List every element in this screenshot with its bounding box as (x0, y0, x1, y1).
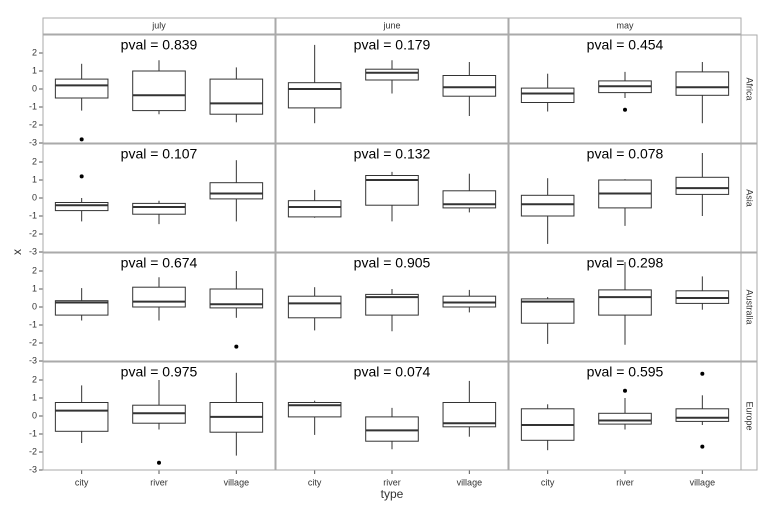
annotation: pval = 0.107 (121, 146, 198, 162)
y-tick-label: 1 (32, 65, 37, 75)
y-tick-label: -1 (29, 101, 37, 111)
outlier (79, 174, 84, 179)
box (520, 194, 575, 217)
y-tick-label: 1 (32, 283, 37, 293)
x-tick-label: river (150, 477, 168, 487)
facet-label: Australia (745, 289, 755, 324)
y-tick-label: 0 (32, 410, 37, 420)
y-tick-label: 2 (32, 265, 37, 275)
box (675, 408, 730, 422)
y-tick-label: 1 (32, 174, 37, 184)
facet-label: Asia (745, 189, 755, 207)
x-tick-label: city (541, 477, 555, 487)
facet-strip (275, 17, 509, 35)
box (287, 200, 342, 218)
outlier (623, 107, 627, 112)
annotation: pval = 0.905 (354, 255, 431, 271)
box (598, 412, 652, 425)
box (365, 293, 419, 316)
box (287, 295, 342, 319)
annotation: pval = 0.595 (587, 364, 664, 380)
box (442, 75, 497, 97)
y-tick-label: 2 (32, 47, 37, 57)
annotation: pval = 0.298 (587, 255, 664, 271)
outlier (700, 371, 705, 376)
y-tick-label: -1 (29, 210, 37, 220)
facet-label: may (616, 20, 634, 30)
box (54, 78, 109, 99)
y-tick-label: -3 (29, 246, 37, 256)
outlier (700, 444, 705, 449)
box (520, 87, 575, 103)
x-tick-label: village (457, 477, 483, 487)
box (442, 190, 497, 209)
annotation: pval = 0.078 (587, 146, 664, 162)
annotation: pval = 0.975 (121, 364, 198, 380)
facet-strip (42, 17, 276, 35)
annotation: pval = 0.454 (587, 37, 664, 53)
y-tick-label: 2 (32, 374, 37, 384)
box (675, 71, 730, 96)
box (132, 202, 186, 215)
y-tick-label: 0 (32, 301, 37, 311)
y-tick-label: -2 (29, 337, 37, 347)
facet-label: Africa (745, 77, 755, 100)
y-tick-label: -3 (29, 355, 37, 365)
box (365, 68, 419, 81)
x-axis-label: type (381, 487, 404, 501)
box (209, 182, 264, 200)
y-tick-label: 0 (32, 192, 37, 202)
facet-strip (508, 17, 742, 35)
x-tick-label: village (690, 477, 716, 487)
facet-label: Europe (745, 401, 755, 430)
box (520, 298, 575, 324)
x-tick-label: city (75, 477, 89, 487)
box (209, 288, 264, 309)
box (132, 286, 186, 308)
y-tick-label: 2 (32, 156, 37, 166)
annotation: pval = 0.074 (354, 364, 431, 380)
y-tick-label: -3 (29, 464, 37, 474)
box (54, 202, 109, 212)
y-tick-label: 0 (32, 83, 37, 93)
y-tick-label: -2 (29, 119, 37, 129)
outlier (623, 388, 627, 393)
box (287, 82, 342, 109)
box (365, 416, 419, 442)
y-tick-label: 1 (32, 392, 37, 402)
box (54, 300, 109, 316)
outlier (157, 460, 161, 465)
x-tick-label: village (224, 477, 250, 487)
x-tick-label: river (616, 477, 634, 487)
box (132, 70, 186, 112)
y-axis-label: x (10, 249, 24, 255)
outlier (79, 137, 84, 142)
outlier (234, 344, 239, 349)
annotation: pval = 0.179 (354, 37, 431, 53)
box (598, 289, 652, 316)
x-tick-label: city (308, 477, 322, 487)
x-tick-label: river (383, 477, 401, 487)
facet-label: july (151, 20, 166, 30)
annotation: pval = 0.839 (121, 37, 198, 53)
y-tick-label: -3 (29, 137, 37, 147)
y-tick-label: -1 (29, 428, 37, 438)
box (675, 176, 730, 195)
y-tick-label: -2 (29, 446, 37, 456)
annotation: pval = 0.674 (121, 255, 198, 271)
y-tick-label: -2 (29, 228, 37, 238)
box (209, 78, 264, 115)
annotation: pval = 0.132 (354, 146, 431, 162)
box (54, 402, 109, 432)
facet-label: june (382, 20, 400, 30)
y-tick-label: -1 (29, 319, 37, 329)
